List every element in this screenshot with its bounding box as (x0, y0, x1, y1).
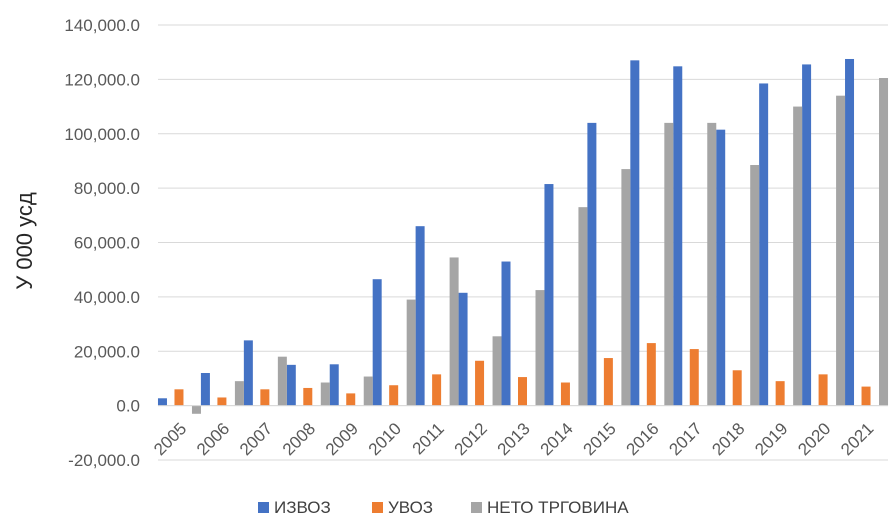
bar (389, 385, 399, 406)
bar (845, 58, 855, 406)
bar (234, 381, 244, 406)
bar (277, 356, 287, 406)
legend-label: НЕТО ТРГОВИНА (487, 498, 629, 517)
legend-label: ИЗВОЗ (274, 498, 331, 517)
x-tick-label: 2010 (365, 419, 405, 459)
x-tick-label: 2018 (708, 419, 748, 459)
x-tick-label: 2009 (322, 419, 362, 459)
bar (861, 386, 871, 406)
bar (501, 261, 511, 406)
x-tick-label: 2014 (537, 419, 577, 459)
bar (560, 382, 570, 406)
x-tick-label: 2007 (236, 419, 276, 459)
x-tick-label: 2013 (494, 419, 534, 459)
bar (707, 122, 717, 406)
bar (449, 257, 459, 406)
x-tick-label: 2006 (193, 419, 233, 459)
legend-label: УВОЗ (388, 498, 433, 517)
x-tick-label: 2021 (837, 419, 877, 459)
bar (363, 376, 373, 406)
bar (346, 393, 356, 406)
bar (157, 398, 167, 406)
bar (475, 360, 485, 406)
y-tick-label: 80,000.0 (74, 179, 140, 198)
bar (415, 226, 425, 406)
bar (286, 364, 296, 406)
bar (802, 64, 812, 406)
bar (329, 364, 339, 406)
bar (793, 106, 803, 406)
y-tick-label: 0.0 (116, 397, 140, 416)
y-tick-label: 100,000.0 (64, 125, 140, 144)
bar (836, 95, 846, 406)
bar (492, 336, 502, 406)
x-tick-label: 2012 (451, 419, 491, 459)
x-tick-label: 2016 (622, 419, 662, 459)
bar (621, 169, 631, 406)
bar (673, 66, 683, 406)
legend-swatch (258, 502, 269, 513)
bar (303, 387, 313, 406)
x-tick-label: 2015 (580, 419, 620, 459)
bar (518, 377, 527, 406)
y-tick-label: 140,000.0 (64, 16, 140, 35)
bar (544, 184, 554, 406)
bar (243, 340, 253, 406)
legend: ИЗВОЗ УВОЗ НЕТО ТРГОВИНА (258, 498, 629, 517)
y-tick-label: 20,000.0 (74, 342, 140, 361)
bar (217, 397, 227, 406)
bar (191, 405, 201, 414)
y-tick-label: -20,000.0 (68, 451, 140, 470)
bar (578, 207, 588, 406)
y-tick-label: 120,000.0 (64, 70, 140, 89)
bars (157, 58, 889, 414)
bar (458, 292, 468, 406)
bar (535, 290, 545, 406)
x-tick-label: 2008 (279, 419, 319, 459)
x-tick-label: 2005 (150, 419, 190, 459)
bar (260, 389, 270, 406)
bar (732, 370, 742, 406)
bar (603, 358, 613, 406)
legend-swatch (372, 502, 383, 513)
bar (750, 165, 760, 406)
bar (689, 349, 699, 406)
bar (818, 374, 828, 406)
bar (200, 373, 210, 406)
y-tick-label: 40,000.0 (74, 288, 140, 307)
x-tick-label: 2020 (794, 419, 834, 459)
bar (759, 83, 769, 406)
bar (174, 389, 184, 406)
x-tick-label: 2011 (409, 419, 448, 458)
bar (716, 129, 726, 406)
y-tick-label: 60,000.0 (74, 234, 140, 253)
y-axis-tick-labels: -20,000.0 0.0 20,000.0 40,000.0 60,000.0 80,0… (64, 16, 140, 470)
bar (775, 381, 785, 406)
bar (664, 122, 674, 406)
bar (406, 299, 416, 406)
x-tick-label: 2019 (751, 419, 791, 459)
y-axis-label: У 000 усд (12, 192, 37, 290)
x-axis-tick-labels: 2005 2006 2007 2008 2009 2010 2011 2012 2013 2014… (150, 419, 877, 459)
bar (630, 60, 640, 406)
x-tick-label: 2017 (665, 419, 705, 459)
bar (432, 374, 442, 406)
bar (587, 122, 597, 406)
legend-swatch (471, 502, 482, 513)
bar (646, 343, 656, 406)
bar (372, 279, 382, 406)
bar (879, 78, 889, 406)
bar (320, 382, 330, 406)
